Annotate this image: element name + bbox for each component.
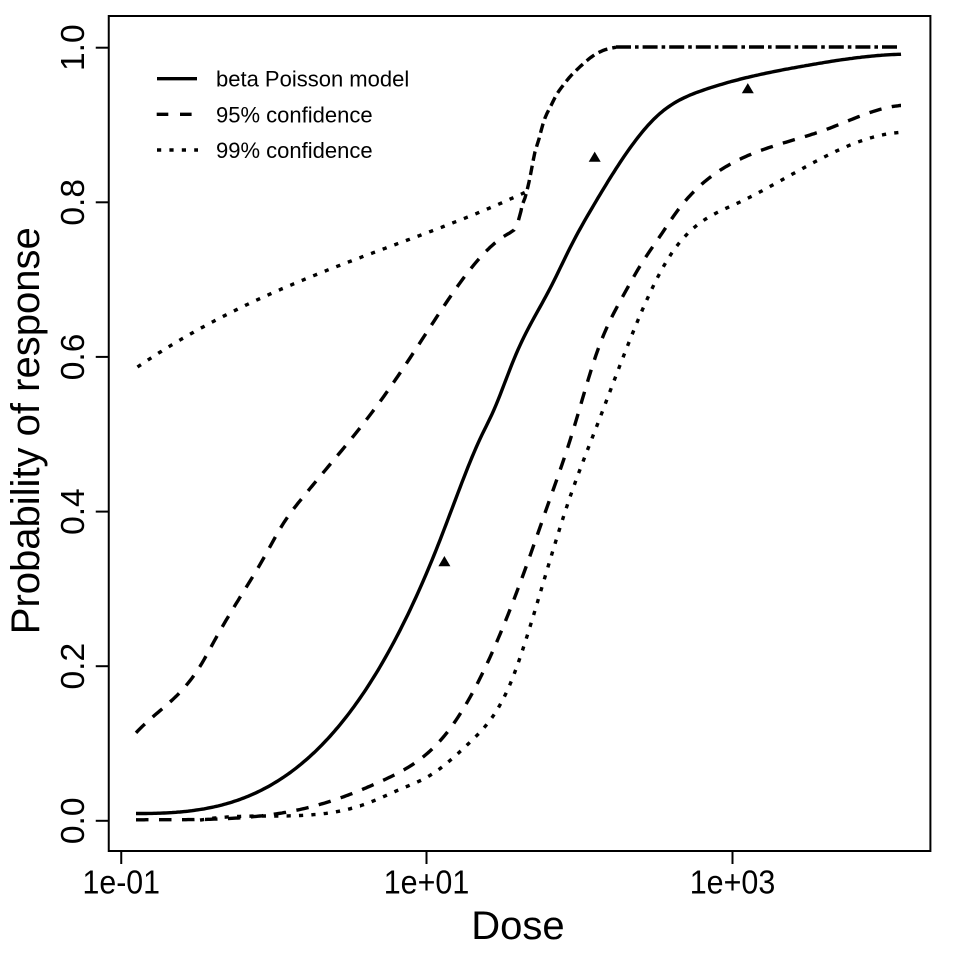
svg-text:1e+03: 1e+03 <box>690 865 776 902</box>
svg-text:0.2: 0.2 <box>55 643 92 690</box>
svg-text:1.0: 1.0 <box>55 24 92 71</box>
svg-text:1e+01: 1e+01 <box>384 865 470 902</box>
svg-text:1e-01: 1e-01 <box>83 865 161 902</box>
svg-text:95% confidence: 95% confidence <box>216 102 373 127</box>
svg-text:0.8: 0.8 <box>55 179 92 226</box>
svg-text:Dose: Dose <box>471 904 564 948</box>
svg-text:Probability of response: Probability of response <box>4 227 48 634</box>
svg-text:0.4: 0.4 <box>55 488 92 535</box>
svg-text:99% confidence: 99% confidence <box>216 138 373 163</box>
svg-text:0.6: 0.6 <box>55 334 92 381</box>
svg-text:beta Poisson model: beta Poisson model <box>216 67 409 92</box>
svg-text:0.0: 0.0 <box>55 798 92 845</box>
